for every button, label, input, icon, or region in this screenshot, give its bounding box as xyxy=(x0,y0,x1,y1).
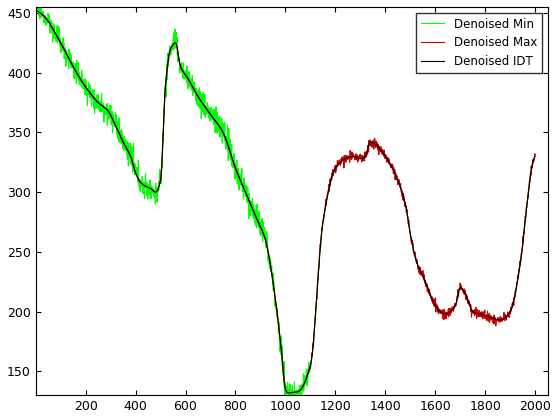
Denoised Max xyxy=(284,390,291,395)
Line: Denoised Min: Denoised Min xyxy=(36,4,535,401)
Denoised Min xyxy=(58,47,65,52)
Denoised IDT xyxy=(284,390,291,395)
Denoised IDT xyxy=(58,42,65,47)
Legend: Denoised Min, Denoised Max, Denoised IDT: Denoised Min, Denoised Max, Denoised IDT xyxy=(416,13,542,73)
Denoised Min xyxy=(288,399,295,404)
Line: Denoised IDT: Denoised IDT xyxy=(36,10,535,393)
Denoised Min xyxy=(32,9,39,14)
Denoised Max xyxy=(262,237,269,242)
Denoised Min xyxy=(262,242,269,247)
Denoised IDT xyxy=(517,258,524,263)
Denoised Min xyxy=(276,320,282,325)
Denoised Min xyxy=(426,290,433,295)
Line: Denoised Max: Denoised Max xyxy=(36,10,535,393)
Denoised Max xyxy=(426,286,433,291)
Denoised Min xyxy=(518,254,525,259)
Denoised Min xyxy=(38,2,45,7)
Denoised Max xyxy=(276,323,282,328)
Denoised IDT xyxy=(262,237,269,242)
Denoised IDT xyxy=(426,289,433,294)
Denoised Max xyxy=(517,256,524,261)
Denoised Max xyxy=(58,42,65,47)
Denoised IDT xyxy=(532,154,539,159)
Denoised Min xyxy=(517,256,524,261)
Denoised Max xyxy=(532,152,539,157)
Denoised Max xyxy=(32,8,39,13)
Denoised Min xyxy=(532,154,539,159)
Denoised Max xyxy=(517,255,524,260)
Denoised IDT xyxy=(276,323,282,328)
Denoised IDT xyxy=(517,256,524,261)
Denoised IDT xyxy=(32,8,39,13)
